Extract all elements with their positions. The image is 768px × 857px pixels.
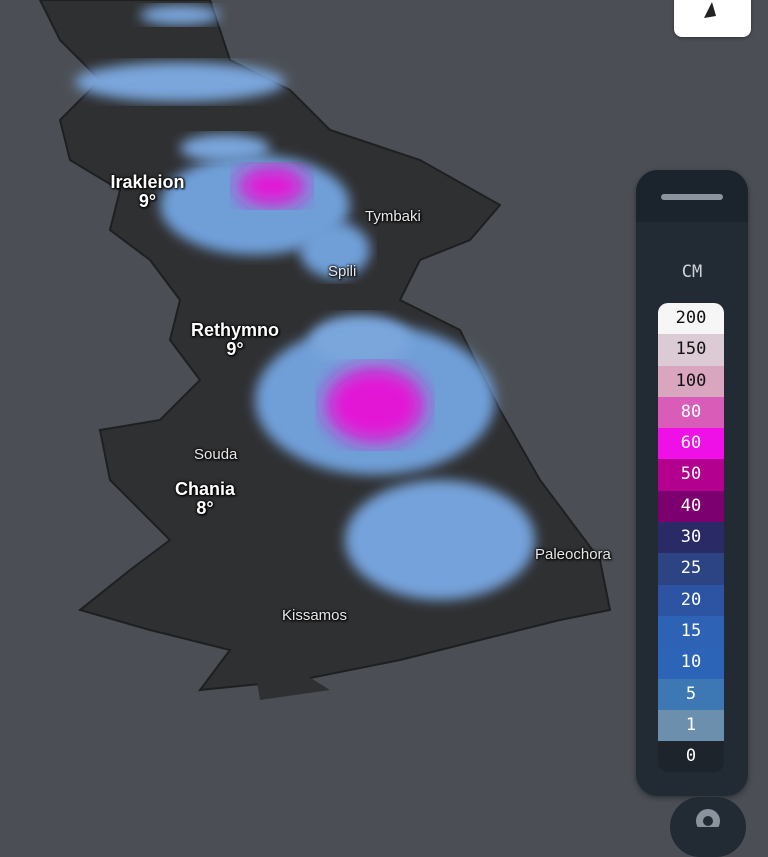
legend-drag-handle-area[interactable] <box>636 170 748 222</box>
legend-step: 0 <box>658 741 724 773</box>
legend-step: 80 <box>658 396 724 429</box>
city-temperature: 9° <box>226 338 244 359</box>
town-label-tymbaki: Tymbaki <box>365 208 421 225</box>
legend-step: 100 <box>658 365 724 397</box>
drag-handle[interactable] <box>661 194 723 200</box>
city-label-irakleion: Irakleion 9° <box>100 173 195 211</box>
city-name: Irakleion <box>110 172 185 192</box>
legend-step: 150 <box>658 334 724 366</box>
legend-step: 200 <box>658 303 724 335</box>
town-label-kissamos: Kissamos <box>282 607 348 624</box>
city-temperature: 9° <box>138 190 157 211</box>
city-label-rethymno: Rethymno 9° <box>180 321 290 359</box>
terrain-map[interactable] <box>0 0 768 821</box>
settings-button[interactable] <box>670 797 746 857</box>
snow-depth-legend: CM 200 150 100 80 60 50 40 30 25 20 15 10 5 1 0 <box>636 170 748 796</box>
legend-step: 25 <box>658 553 724 585</box>
gear-icon <box>696 809 720 833</box>
town-label-spili: Spili <box>328 263 357 280</box>
city-name: Chania <box>174 479 235 499</box>
town-label-souda: Souda <box>194 446 238 463</box>
legend-step: 5 <box>658 678 724 710</box>
legend-scale: 200 150 100 80 60 50 40 30 25 20 15 10 5 1 0 <box>658 303 724 773</box>
city-label-chania: Chania 8° <box>160 480 250 518</box>
legend-step: 1 <box>658 709 724 742</box>
compass-button[interactable] <box>674 0 751 37</box>
compass-arrow-icon <box>704 2 716 18</box>
legend-step: 50 <box>658 459 724 491</box>
legend-step: 40 <box>658 490 724 523</box>
legend-step: 10 <box>658 647 724 679</box>
legend-step: 15 <box>658 615 724 648</box>
legend-unit: CM <box>681 262 703 282</box>
city-name: Rethymno <box>190 320 279 340</box>
town-label-paleochora: Paleochora <box>535 546 611 563</box>
snow-depth-overlay <box>75 5 535 600</box>
city-temperature: 8° <box>196 497 214 518</box>
legend-step: 30 <box>658 522 724 554</box>
legend-step: 60 <box>658 428 724 460</box>
legend-step: 20 <box>658 584 724 616</box>
